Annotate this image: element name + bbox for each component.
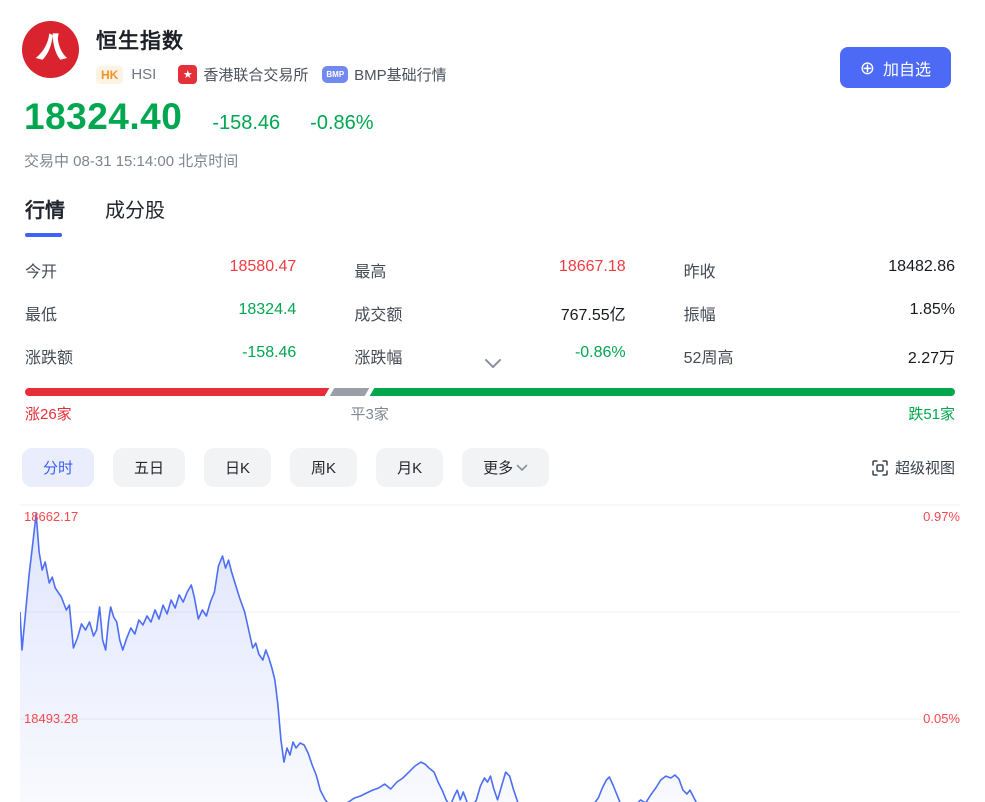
- plus-circle-icon: ⊕: [859, 57, 875, 78]
- stat-value: 1.85%: [909, 301, 955, 318]
- tab-quotes[interactable]: 行情: [25, 194, 65, 237]
- expand-stats-button[interactable]: [0, 358, 985, 369]
- bmp-icon: BMP: [322, 66, 349, 83]
- stat-value: 2.27万: [907, 350, 955, 367]
- market-badge: HK: [96, 65, 124, 84]
- badge-row: HK HSI ★ 香港联合交易所 BMP BMP基础行情: [96, 64, 447, 85]
- period-tab-2[interactable]: 五日: [113, 448, 186, 487]
- market-breadth-labels: 涨26家 平3家 跌51家: [25, 403, 955, 424]
- period-tab-label: 周K: [311, 460, 337, 477]
- chevron-down-icon: [484, 359, 501, 368]
- stat-cell: 今开 18580.47: [25, 258, 296, 282]
- stat-value: 18580.47: [229, 258, 297, 275]
- price-area-fill: [20, 514, 697, 802]
- exchange-label: 香港联合交易所: [203, 67, 309, 84]
- super-view-button[interactable]: 超级视图: [872, 457, 955, 478]
- quote-block: 18324.40 -158.46 -0.86%: [24, 96, 374, 138]
- breadth-up-label: 涨26家: [25, 406, 72, 423]
- market-breadth-bar: [25, 388, 955, 396]
- price-change: -158.46: [212, 112, 281, 134]
- stat-label: 成交额: [354, 307, 403, 324]
- intraday-chart[interactable]: 18662.17 0.97% 18493.28 0.05%: [20, 503, 960, 802]
- period-tab-3[interactable]: 日K: [204, 448, 272, 487]
- stat-value: -0.86%: [574, 344, 626, 361]
- stat-cell: 最低 18324.4: [25, 301, 296, 325]
- stat-label: 今开: [25, 264, 58, 281]
- period-tabs: 分时 五日 日K 周K 月K 更多 超级视图: [22, 448, 955, 487]
- feed-label: BMP基础行情: [354, 67, 447, 84]
- period-tab-1[interactable]: 分时: [22, 448, 95, 487]
- index-logo: [22, 21, 79, 78]
- period-tab-label: 月K: [397, 460, 423, 477]
- tab-constituents[interactable]: 成分股: [105, 200, 165, 222]
- stat-label: 52周高: [683, 350, 734, 367]
- chevron-down-icon: [516, 464, 528, 471]
- add-watchlist-button[interactable]: ⊕ 加自选: [839, 47, 951, 88]
- period-tab-label: 日K: [225, 460, 251, 477]
- stat-value: 767.55亿: [560, 307, 626, 324]
- stat-value: 18482.86: [888, 258, 955, 275]
- axis-price-mid-label: 18493.28: [24, 711, 79, 726]
- last-price: 18324.40: [24, 96, 183, 137]
- intraday-line-plot: [20, 504, 960, 802]
- section-tabs: 行情 成分股: [25, 194, 165, 237]
- stat-value: -158.46: [242, 344, 297, 361]
- stat-cell: 涨跌幅 -0.86%: [354, 344, 625, 368]
- stat-value: 18324.4: [238, 301, 297, 318]
- hkex-star-icon: ★: [178, 65, 198, 84]
- stat-cell: 振幅 1.85%: [684, 301, 955, 325]
- breadth-down-segment: [369, 388, 955, 396]
- axis-price-high-label: 18662.17: [24, 509, 79, 524]
- add-watchlist-label: 加自选: [882, 61, 931, 79]
- axis-pct-mid-label: 0.05%: [923, 711, 960, 726]
- price-line: [20, 513, 697, 802]
- stat-label: 振幅: [683, 307, 716, 324]
- index-symbol: HSI: [131, 66, 157, 83]
- period-tab-6[interactable]: 更多: [462, 448, 550, 487]
- stat-cell: 最高 18667.18: [354, 258, 625, 282]
- super-view-icon: [872, 459, 888, 476]
- stat-value: 18667.18: [558, 258, 626, 275]
- breadth-flat-label: 平3家: [350, 406, 389, 423]
- header: 恒生指数 HK HSI ★ 香港联合交易所 BMP BMP基础行情: [22, 21, 447, 85]
- stat-label: 最高: [354, 264, 387, 281]
- stat-cell: 成交额 767.55亿: [354, 301, 625, 325]
- axis-pct-high-label: 0.97%: [923, 509, 960, 524]
- stat-label: 涨跌幅: [354, 350, 403, 367]
- period-tab-label: 分时: [43, 460, 74, 477]
- stat-label: 昨收: [683, 264, 716, 281]
- period-tab-label: 五日: [134, 460, 165, 477]
- feed-badge: BMP BMP基础行情: [322, 64, 447, 85]
- breadth-down-label: 跌51家: [908, 406, 955, 423]
- stat-label: 最低: [25, 307, 58, 324]
- stat-cell: 52周高 2.27万: [684, 344, 955, 368]
- period-tab-5[interactable]: 月K: [376, 448, 444, 487]
- stat-cell: 昨收 18482.86: [684, 258, 955, 282]
- period-tab-label: 更多: [483, 460, 514, 477]
- period-tab-4[interactable]: 周K: [290, 448, 358, 487]
- stats-grid: 今开 18580.47 最高 18667.18 昨收 18482.86 最低 18324.4 成…: [25, 258, 955, 368]
- page-title: 恒生指数: [96, 30, 184, 53]
- exchange-badge: ★ 香港联合交易所: [178, 64, 308, 85]
- stat-cell: 涨跌额 -158.46: [25, 344, 296, 368]
- hang-seng-logo-icon: [34, 30, 68, 69]
- super-view-label: 超级视图: [894, 460, 955, 477]
- stat-label: 涨跌额: [25, 350, 74, 367]
- breadth-flat-segment: [329, 388, 370, 396]
- trading-status: 交易中 08-31 15:14:00 北京时间: [24, 153, 239, 170]
- price-change-pct: -0.86%: [310, 112, 374, 134]
- breadth-up-segment: [25, 388, 330, 396]
